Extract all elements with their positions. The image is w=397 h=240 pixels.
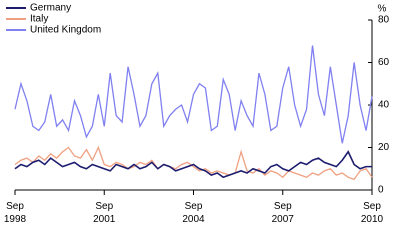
y-tick-label: 80 [378, 15, 390, 26]
series-line [14, 45, 373, 144]
chart: % 0 20 40 60 80 Sep 1998 Sep 2001 Sep 2004 Sep 2007 S… [4, 3, 390, 225]
y-tick-label: 0 [378, 185, 384, 196]
y-axis-label: % [378, 4, 387, 15]
y-tick-label: 40 [378, 100, 390, 111]
legend-label: Germany [30, 3, 71, 14]
x-tick-label: Sep 2004 [182, 201, 205, 225]
series-line [14, 145, 373, 181]
x-tick-label: Sep 1998 [4, 201, 27, 225]
y-tick-label: 20 [378, 142, 390, 153]
y-tick-label: 60 [378, 57, 390, 68]
x-tick-label: Sep 2010 [361, 201, 384, 225]
series-line [14, 150, 372, 179]
x-tick-label: Sep 2007 [272, 201, 295, 225]
legend-label: Italy [30, 14, 48, 25]
legend-label: United Kingdom [30, 25, 101, 36]
x-tick-label: Sep 2001 [93, 201, 116, 225]
